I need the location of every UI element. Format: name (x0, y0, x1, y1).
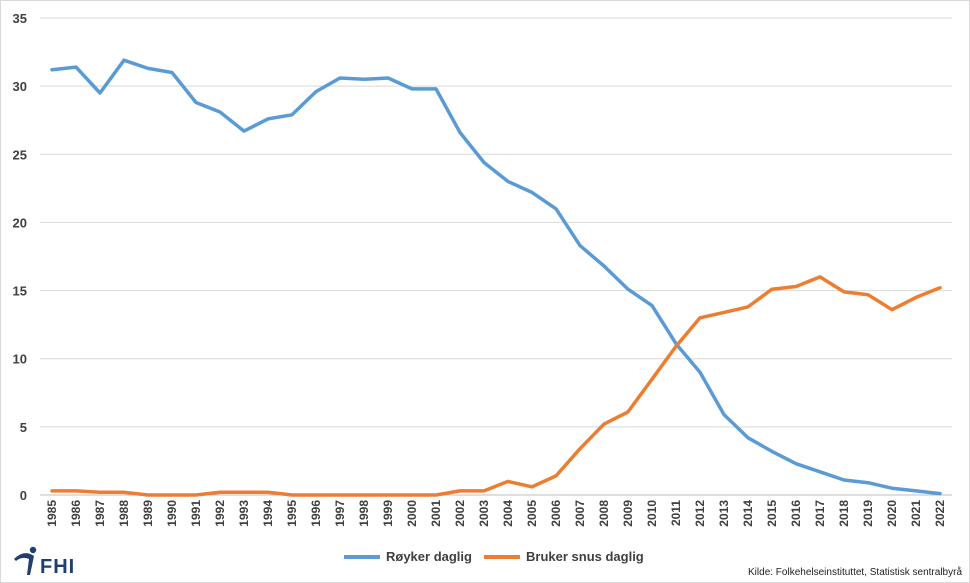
x-tick-label: 1998 (357, 500, 371, 527)
x-tick-label: 2015 (765, 500, 779, 527)
y-tick-label: 10 (13, 352, 27, 367)
legend-label-snus: Bruker snus daglig (526, 549, 644, 564)
x-tick-label: 1991 (189, 500, 203, 527)
x-tick-label: 1999 (381, 500, 395, 527)
y-axis-ticks: 0 5 10 15 20 25 30 35 (13, 11, 27, 503)
y-tick-label: 25 (13, 147, 27, 162)
y-tick-label: 0 (20, 488, 27, 503)
fhi-logo: FHI (14, 546, 75, 578)
x-tick-label: 2014 (741, 500, 755, 527)
x-tick-label: 2004 (501, 500, 515, 527)
x-tick-label: 2008 (597, 500, 611, 527)
x-axis-ticks: 1985 1986 1987 1988 1989 1990 1991 1992 1993 1994… (45, 500, 947, 527)
x-tick-label: 1995 (285, 500, 299, 527)
fhi-logo-icon (14, 546, 37, 575)
x-tick-label: 2003 (477, 500, 491, 527)
x-tick-label: 1985 (45, 500, 59, 527)
y-tick-label: 35 (13, 11, 27, 26)
x-tick-label: 2007 (573, 500, 587, 527)
x-tick-label: 1990 (165, 500, 179, 527)
gridlines (40, 17, 952, 428)
x-tick-label: 2009 (621, 500, 635, 527)
x-tick-label: 1994 (261, 500, 275, 527)
x-tick-label: 2002 (453, 500, 467, 527)
x-tick-label: 2021 (909, 500, 923, 527)
x-tick-label: 1988 (117, 500, 131, 527)
x-tick-label: 2022 (933, 500, 947, 527)
source-note: Kilde: Folkehelseinstituttet, Statistisk… (748, 566, 962, 578)
y-tick-label: 5 (20, 420, 27, 435)
x-tick-label: 2005 (525, 500, 539, 527)
series-line-snus (50, 275, 942, 497)
y-tick-label: 30 (13, 79, 27, 94)
x-tick-label: 1996 (309, 500, 323, 527)
x-tick-label: 2001 (429, 500, 443, 527)
x-tick-label: 2012 (693, 500, 707, 527)
x-tick-label: 1992 (213, 500, 227, 527)
y-tick-label: 20 (13, 215, 27, 230)
y-tick-label: 15 (13, 284, 27, 299)
x-tick-label: 2006 (549, 500, 563, 527)
x-tick-label: 2016 (789, 500, 803, 527)
legend-label-roeyker: Røyker daglig (386, 549, 472, 564)
x-tick-label: 1997 (333, 500, 347, 527)
x-tick-label: 2000 (405, 500, 419, 527)
x-tick-label: 2020 (885, 500, 899, 527)
series-lines (50, 58, 942, 497)
x-tick-label: 1986 (69, 500, 83, 527)
x-tick-label: 2019 (861, 500, 875, 527)
legend: Røyker daglig Bruker snus daglig (344, 549, 644, 564)
x-tick-label: 1989 (141, 500, 155, 527)
fhi-logo-text: FHI (40, 556, 75, 578)
x-tick-label: 2011 (669, 500, 683, 526)
series-line-roeyker (50, 58, 942, 496)
x-tick-label: 2017 (813, 500, 827, 527)
x-tick-label: 1993 (237, 500, 251, 527)
x-tick-label: 2010 (645, 500, 659, 527)
x-tick-label: 2013 (717, 500, 731, 527)
x-tick-label: 1987 (93, 500, 107, 527)
x-tick-label: 2018 (837, 500, 851, 527)
